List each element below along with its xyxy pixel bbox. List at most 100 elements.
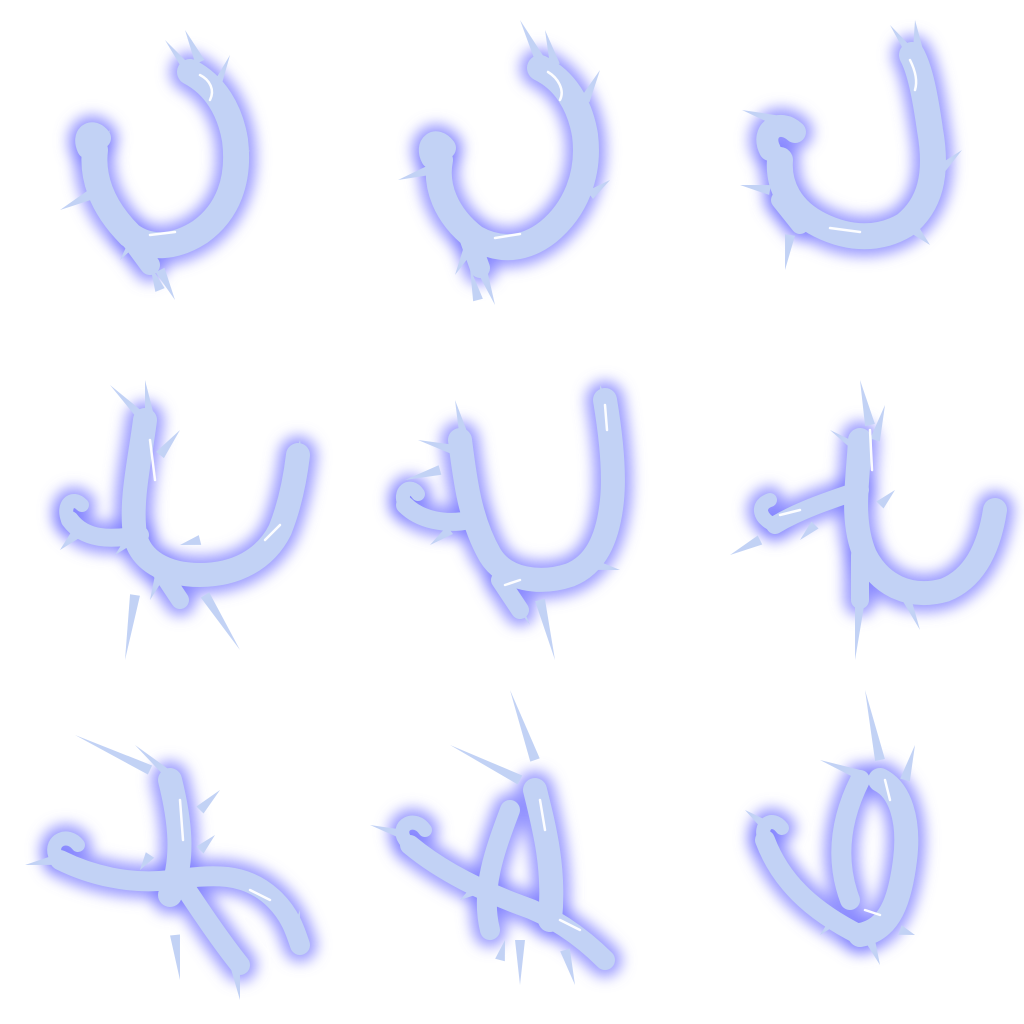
ice-sprite-6-graphic	[730, 380, 1014, 660]
ice-body-stroke	[755, 830, 870, 945]
ice-highlight	[828, 226, 862, 234]
ice-sprite-2-graphic	[398, 20, 610, 305]
ice-spike	[876, 490, 895, 509]
ice-spike	[800, 521, 819, 540]
ice-spike	[855, 599, 865, 660]
ice-spike	[185, 30, 205, 65]
ice-body-stroke	[831, 770, 870, 910]
sprite-frame-9	[682, 682, 1023, 1023]
ice-body-stroke	[771, 191, 809, 234]
ice-spike	[60, 190, 93, 210]
ice-body-stroke	[395, 815, 432, 847]
ice-spike	[156, 430, 180, 459]
ice-body-stroke	[170, 870, 250, 975]
ice-spike	[820, 760, 862, 780]
ice-highlight	[148, 438, 157, 482]
ice-spike	[418, 440, 457, 455]
ice-spike	[200, 592, 240, 650]
ice-spike	[405, 465, 442, 480]
ice-body-stroke	[754, 493, 782, 532]
ice-spike	[196, 790, 220, 814]
ice-spike	[180, 535, 202, 545]
ice-body-stroke	[395, 481, 425, 512]
ice-spike	[898, 925, 915, 935]
ice-body-stroke	[491, 571, 529, 619]
ice-spike	[75, 735, 153, 775]
ice-highlight	[883, 778, 892, 802]
ice-body-stroke	[75, 122, 111, 159]
ice-spike	[495, 940, 505, 962]
ice-spike	[587, 180, 610, 199]
ice-body-stroke	[460, 230, 490, 278]
ice-body-stroke	[766, 481, 869, 534]
ice-spike	[785, 234, 795, 270]
ice-highlight	[546, 70, 563, 102]
ice-highlight	[603, 403, 609, 432]
sprite-frame-2	[341, 0, 682, 341]
ice-body-stroke	[120, 228, 160, 275]
ice-spike	[155, 267, 175, 300]
ice-highlight	[558, 918, 582, 932]
ice-spike	[740, 185, 771, 195]
ice-highlight	[178, 798, 185, 842]
ice-body-stroke	[756, 815, 789, 847]
ice-sprite-3-graphic	[740, 20, 962, 270]
ice-body-stroke	[476, 800, 520, 940]
ice-body-stroke	[418, 131, 456, 169]
ice-sprite-7-graphic	[25, 735, 317, 1000]
ice-highlight	[908, 58, 918, 92]
ice-body-stroke	[425, 55, 599, 261]
ice-spike	[535, 598, 555, 660]
ice-sprite-1-graphic	[60, 30, 257, 300]
ice-spike	[865, 690, 885, 762]
ice-spike	[545, 30, 560, 67]
ice-body-stroke	[848, 768, 919, 947]
ice-spike	[860, 380, 875, 427]
ice-highlight	[503, 578, 522, 587]
ice-spike	[140, 852, 155, 870]
ice-highlight	[248, 888, 272, 902]
ice-spike	[580, 70, 600, 103]
sprite-frame-1	[0, 0, 341, 341]
ice-highlight	[148, 230, 177, 237]
sprite-frame-3	[682, 0, 1023, 341]
ice-spike	[900, 745, 915, 782]
ice-sprite-4-graphic	[52, 380, 317, 660]
ice-spike	[125, 594, 140, 660]
ice-body-stroke	[50, 850, 310, 955]
ice-highlight	[263, 523, 282, 542]
ice-spike	[470, 268, 483, 302]
ice-highlight	[198, 73, 214, 102]
sprite-frame-6	[682, 341, 1023, 682]
ice-body-stroke	[151, 561, 189, 609]
ice-sprite-9-graphic	[745, 690, 926, 965]
ice-spike	[870, 405, 885, 442]
ice-spike	[170, 934, 180, 980]
ice-spike	[730, 535, 763, 555]
sprite-frame-7	[0, 682, 341, 1023]
ice-body-stroke	[61, 511, 149, 547]
ice-highlight	[868, 428, 874, 472]
sprite-frame-5	[341, 341, 682, 682]
ice-body-stroke	[47, 831, 85, 862]
ice-spike	[196, 835, 215, 854]
ice-sprite-5-graphic	[388, 381, 632, 660]
ice-body-stroke	[400, 835, 615, 970]
ice-body-stroke	[523, 778, 564, 932]
ice-body-stroke	[59, 494, 89, 527]
ice-sprite-8-graphic	[370, 690, 622, 985]
ice-body-stroke	[756, 115, 806, 161]
ice-highlight	[863, 908, 882, 917]
ice-highlight	[778, 508, 802, 517]
ice-spike	[520, 20, 545, 63]
ice-spike	[560, 948, 575, 985]
ice-highlight	[493, 232, 522, 240]
sprite-frame-4	[0, 341, 341, 682]
ice-spike	[25, 855, 56, 865]
ice-spike	[398, 165, 432, 180]
ice-body-stroke	[121, 408, 310, 587]
ice-spike	[450, 745, 523, 785]
ice-highlight	[538, 798, 547, 832]
ice-spike	[510, 690, 540, 762]
